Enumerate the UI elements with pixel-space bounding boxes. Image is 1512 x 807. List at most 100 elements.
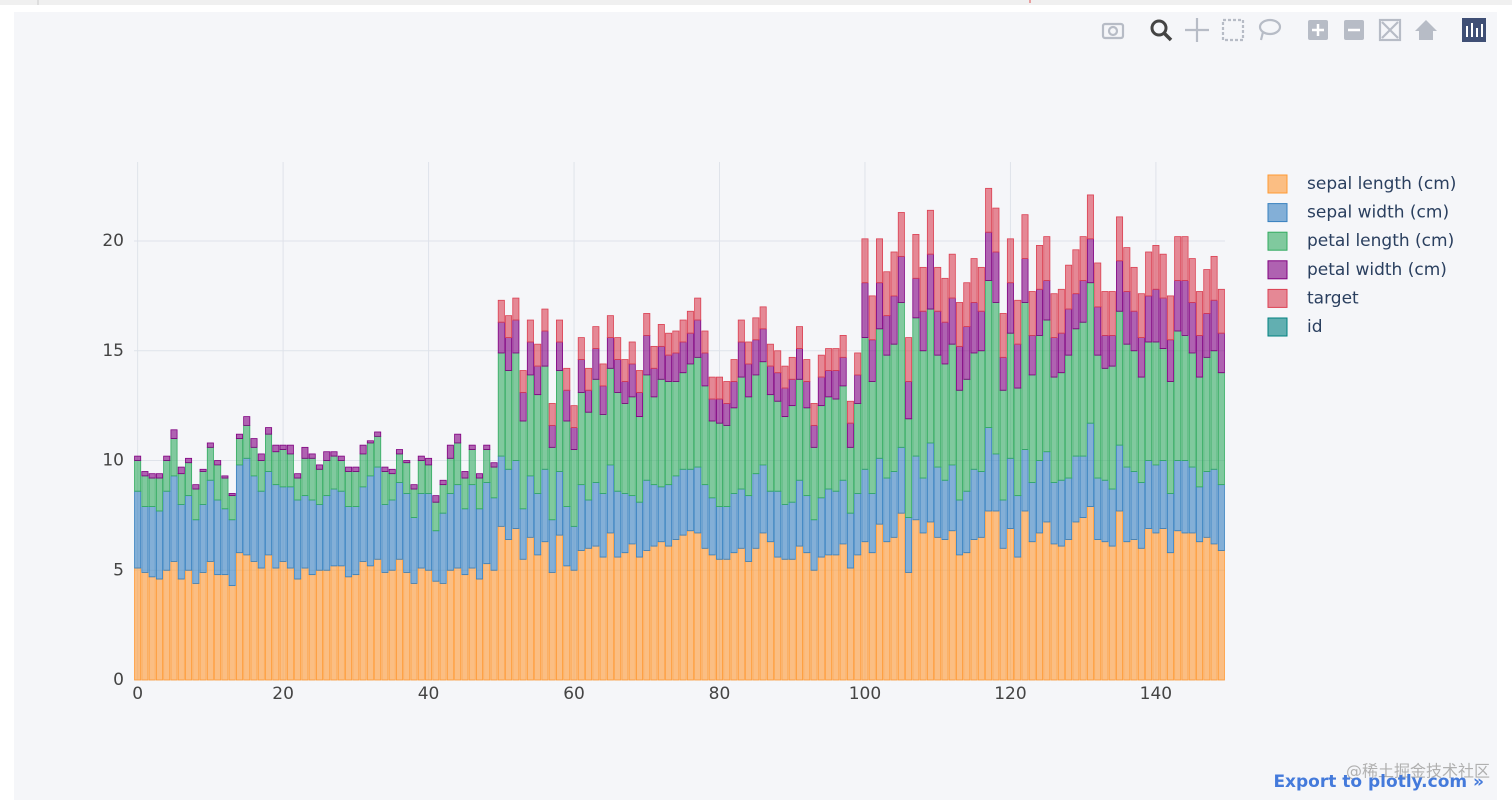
bar-segment	[752, 317, 760, 341]
bar-segment	[1217, 372, 1225, 486]
bar-segment	[963, 282, 971, 328]
bar-segment	[1181, 334, 1189, 461]
bar-segment	[555, 534, 563, 681]
bar-segment	[643, 479, 651, 551]
bar-segment	[301, 495, 309, 569]
bar-segment	[483, 563, 491, 681]
bar-segment	[192, 488, 200, 521]
bar-segment	[781, 387, 789, 418]
bar-segment	[315, 464, 323, 470]
bar-segment	[359, 444, 367, 455]
bar-segment	[716, 506, 723, 560]
bar-segment	[228, 493, 236, 497]
bar-segment	[315, 468, 323, 505]
bar-segment	[1065, 308, 1073, 356]
bars	[134, 187, 1225, 681]
bar-segment	[1043, 521, 1051, 681]
bar-segment	[890, 251, 898, 297]
bar-segment	[490, 497, 498, 571]
bar-segment	[752, 374, 760, 475]
bar-segment	[541, 468, 549, 543]
bar-segment	[1181, 532, 1189, 681]
bar-segment	[1188, 466, 1196, 534]
bar-segment	[468, 444, 476, 450]
bar-segment	[941, 277, 949, 323]
bar-segment	[1174, 330, 1182, 461]
bar-segment	[548, 572, 556, 681]
bar-segment	[1116, 216, 1124, 262]
bar-segment	[425, 493, 433, 571]
bar-segment	[599, 414, 607, 494]
bar-segment	[694, 319, 702, 358]
bar-segment	[1006, 528, 1014, 681]
bar-segment	[1043, 451, 1051, 523]
bar-segment	[388, 569, 396, 681]
bar-segment	[497, 525, 505, 681]
bar-segment	[403, 493, 411, 573]
bar-segment	[926, 308, 934, 444]
bar-segment	[803, 552, 811, 681]
lasso-icon[interactable]	[1258, 18, 1282, 41]
bar-segment	[883, 354, 891, 479]
bar-segment	[432, 495, 440, 503]
bar-segment	[294, 578, 302, 681]
bar-segment	[657, 541, 665, 681]
zoom-in-icon[interactable]	[1308, 20, 1328, 40]
bar-segment	[505, 315, 513, 338]
bar-segment	[985, 280, 993, 428]
plotly-logo[interactable]	[1462, 18, 1486, 42]
bar-segment	[366, 565, 374, 681]
bar-segment	[905, 381, 913, 420]
bar-segment	[1050, 376, 1058, 483]
bar-segment	[1014, 387, 1022, 497]
bar-segment	[417, 455, 425, 461]
bar-segment	[148, 576, 156, 681]
bar-segment	[1057, 288, 1065, 334]
x-tick-label: 0	[132, 684, 143, 704]
bar-segment	[1101, 541, 1109, 681]
pan-icon[interactable]	[1185, 18, 1209, 42]
bar-segment	[497, 352, 505, 457]
bar-segment	[737, 376, 745, 490]
bar-segment	[1210, 255, 1218, 301]
bar-segment	[846, 446, 854, 514]
bar-segment	[1145, 460, 1153, 529]
bar-segment	[985, 510, 993, 681]
bar-segment	[810, 403, 818, 426]
bar-segment	[155, 510, 163, 580]
bar-segment	[439, 484, 447, 514]
box-select-icon[interactable]	[1221, 18, 1245, 42]
zoom-icon[interactable]	[1150, 19, 1173, 42]
camera-icon[interactable]	[1101, 22, 1125, 40]
bar-segment	[214, 464, 222, 501]
bar-segment	[141, 475, 149, 508]
home-icon[interactable]	[1415, 20, 1437, 40]
legend: sepal length (cm) sepal width (cm) petal l…	[1267, 174, 1456, 337]
bar-segment	[839, 356, 847, 387]
bar-segment	[737, 341, 745, 378]
export-link[interactable]: Export to plotly.com »	[1273, 772, 1484, 792]
bar-segment	[432, 530, 440, 582]
bar-segment	[1079, 455, 1087, 518]
bar-segment	[163, 460, 171, 492]
bar-segment	[250, 438, 258, 448]
top-strip	[0, 0, 1512, 5]
bar-segment	[1166, 381, 1174, 494]
bar-segment	[454, 567, 462, 681]
bar-segment	[730, 552, 738, 681]
bar-segment	[1101, 367, 1109, 481]
bar-segment	[1123, 466, 1131, 543]
bar-segment	[796, 326, 804, 349]
bar-segment	[177, 578, 185, 681]
bar-segment	[934, 466, 942, 538]
zoom-out-icon[interactable]	[1344, 20, 1364, 40]
bar-segment	[716, 398, 723, 424]
bar-segment	[956, 345, 964, 391]
bar-segment	[1203, 269, 1211, 314]
bar-segment	[294, 477, 302, 501]
bar-segment	[1174, 530, 1182, 681]
bar-segment	[905, 337, 913, 382]
autoscale-icon[interactable]	[1378, 18, 1402, 42]
x-tick-label: 40	[418, 684, 440, 704]
